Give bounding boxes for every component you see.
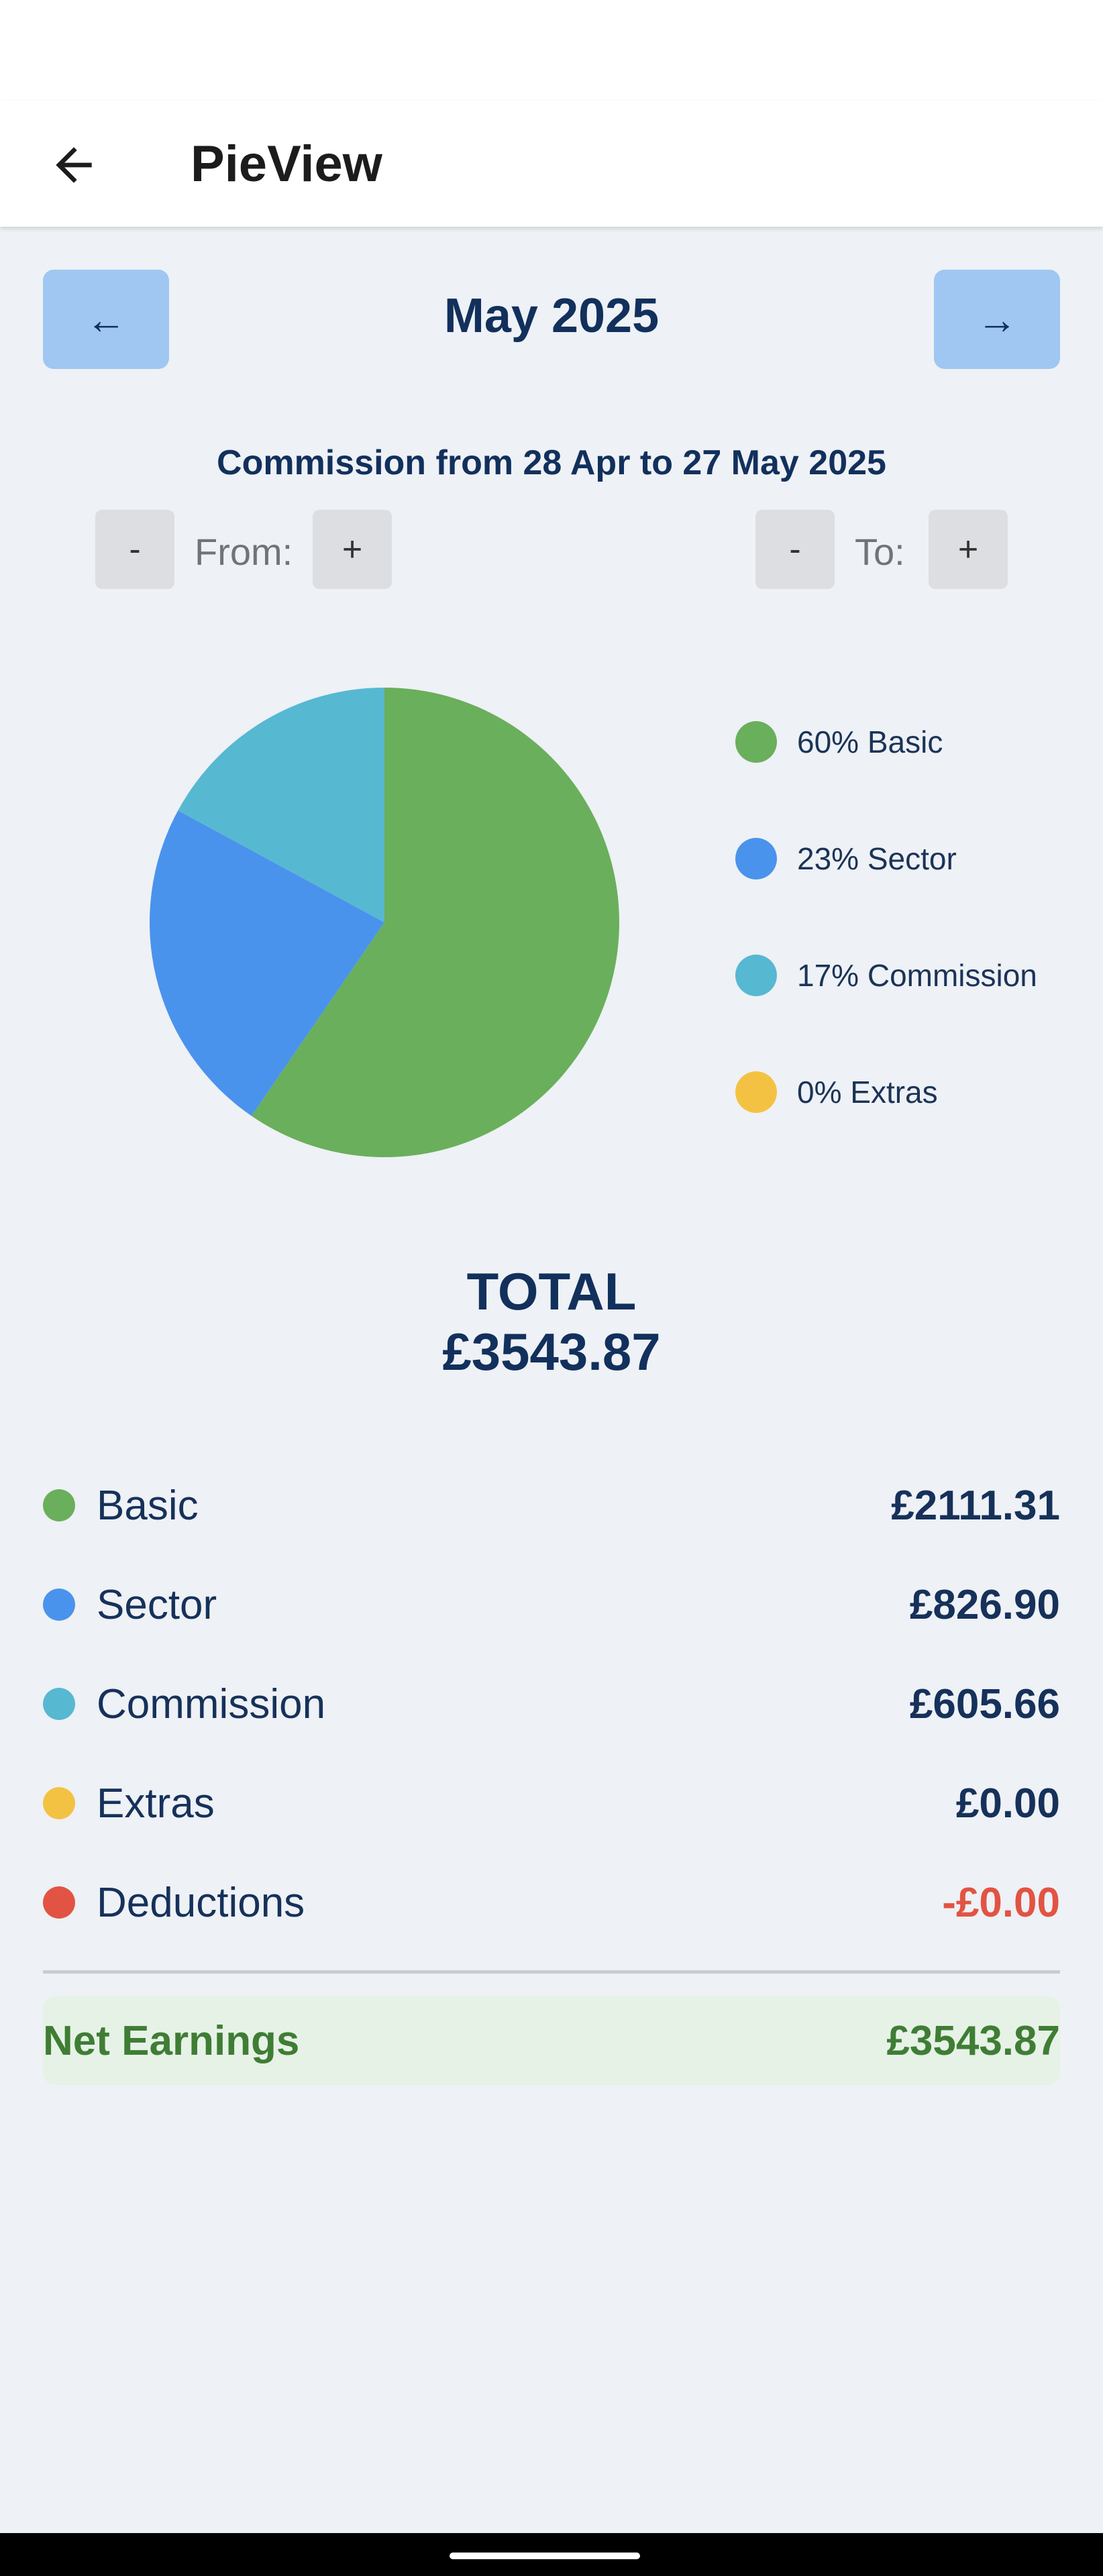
- row-value: £605.66: [909, 1680, 1060, 1727]
- legend-label: 23% Sector: [797, 841, 957, 876]
- status-bar: [0, 0, 1103, 101]
- row-value: £826.90: [909, 1581, 1060, 1628]
- pie-slice-commission: [178, 688, 384, 922]
- breakdown-row-sector: Sector £826.90: [43, 1571, 1060, 1638]
- legend-item-commission: 17% Commission: [735, 953, 1037, 998]
- breakdown-row-deductions: Deductions -£0.00: [43, 1869, 1060, 1936]
- pie-slice-basic: [251, 688, 620, 1157]
- row-value: £0.00: [955, 1780, 1060, 1827]
- row-label: Commission: [97, 1680, 326, 1727]
- from-increment-button[interactable]: +: [313, 510, 392, 589]
- legend-item-extras: 0% Extras: [735, 1070, 938, 1114]
- previous-month-button[interactable]: ←: [43, 270, 169, 369]
- row-label: Sector: [97, 1581, 217, 1628]
- legend-label: 0% Extras: [797, 1075, 938, 1110]
- arrow-left-icon: [56, 147, 92, 183]
- net-earnings-row: Net Earnings £3543.87: [43, 1996, 1060, 2085]
- app-bar: PieView: [0, 101, 1103, 227]
- legend-label: 60% Basic: [797, 724, 943, 759]
- home-indicator[interactable]: [450, 2553, 640, 2559]
- from-label: From:: [195, 531, 293, 573]
- back-button[interactable]: [34, 125, 114, 205]
- to-label: To:: [855, 531, 905, 573]
- legend-dot-basic: [735, 721, 777, 763]
- net-earnings-label: Net Earnings: [43, 2017, 300, 2064]
- legend-item-basic: 60% Basic: [735, 720, 943, 764]
- breakdown-row-basic: Basic £2111.31: [43, 1472, 1060, 1539]
- deductions-dot: [43, 1886, 75, 1919]
- from-decrement-button[interactable]: -: [95, 510, 174, 589]
- legend-dot-extras: [735, 1071, 777, 1113]
- legend-dot-sector: [735, 838, 777, 879]
- pie-chart: [149, 688, 620, 1157]
- row-label: Deductions: [97, 1879, 305, 1926]
- next-month-button[interactable]: →: [934, 270, 1060, 369]
- deductions-value: -£0.00: [942, 1879, 1060, 1926]
- commission-dot: [43, 1688, 75, 1720]
- row-label: Extras: [97, 1780, 215, 1827]
- net-earnings-value: £3543.87: [886, 2017, 1060, 2064]
- sector-dot: [43, 1589, 75, 1621]
- extras-dot: [43, 1787, 75, 1819]
- divider: [43, 1970, 1060, 1974]
- to-decrement-button[interactable]: -: [755, 510, 835, 589]
- app-title: PieView: [191, 136, 382, 193]
- breakdown-row-extras: Extras £0.00: [43, 1770, 1060, 1837]
- legend-label: 17% Commission: [797, 958, 1037, 993]
- row-label: Basic: [97, 1482, 199, 1529]
- total-value: £3543.87: [442, 1322, 661, 1381]
- to-increment-button[interactable]: +: [929, 510, 1008, 589]
- legend-dot-commission: [735, 955, 777, 996]
- pie-slice-sector: [149, 810, 385, 1116]
- row-value: £2111.31: [891, 1482, 1060, 1529]
- month-label: May 2025: [443, 289, 660, 343]
- breakdown-row-commission: Commission £605.66: [43, 1670, 1060, 1737]
- basic-dot: [43, 1489, 75, 1521]
- total-label: TOTAL: [466, 1262, 637, 1321]
- commission-range-title: Commission from 28 Apr to 27 May 2025: [217, 443, 886, 482]
- legend-item-sector: 23% Sector: [735, 837, 957, 881]
